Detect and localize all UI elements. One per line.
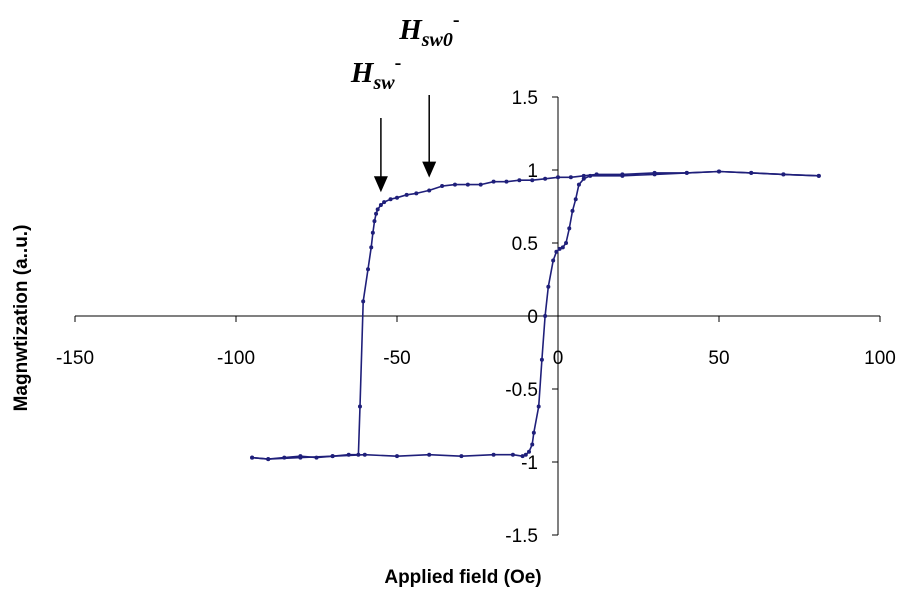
annotation-arrow-head (373, 176, 388, 193)
data-point (530, 442, 535, 447)
y-tick-label: -1.5 (505, 526, 538, 547)
data-point (361, 299, 366, 304)
data-point (370, 230, 375, 235)
data-point (395, 195, 399, 200)
data-point (362, 452, 367, 457)
annotation-label: Hsw- (350, 52, 401, 94)
y-tick-label: 1.5 (512, 88, 538, 109)
data-point (527, 449, 532, 454)
annotation-label: Hsw0- (398, 9, 459, 51)
y-axis-title: Magnwtization (a..u.) (11, 225, 32, 412)
data-point (551, 258, 556, 263)
data-point (366, 267, 371, 272)
data-point (374, 211, 379, 216)
data-point (684, 170, 689, 175)
data-point (530, 178, 535, 183)
data-point (576, 182, 581, 187)
data-point (491, 452, 496, 457)
data-point (581, 176, 586, 181)
data-point (250, 455, 255, 460)
data-point (491, 179, 496, 184)
x-tick-label: -150 (56, 348, 94, 369)
y-tick-label: -0.5 (505, 380, 538, 401)
data-point (388, 197, 393, 202)
data-point (478, 182, 483, 187)
data-point (440, 184, 445, 189)
axes (74, 96, 881, 536)
data-point (427, 188, 432, 193)
data-point (816, 173, 821, 178)
x-tick-label: 100 (864, 348, 896, 369)
data-point (465, 182, 470, 187)
data-point (620, 173, 625, 178)
x-tick-label: -100 (217, 348, 255, 369)
data-point (568, 175, 573, 180)
x-tick-label: 50 (708, 348, 729, 369)
data-point (452, 182, 457, 187)
data-point (573, 197, 578, 202)
x-tick-label: 0 (553, 348, 564, 369)
data-point (570, 208, 575, 213)
data-point (588, 173, 593, 178)
data-point (378, 203, 383, 208)
data-point (298, 455, 303, 460)
x-axis-title: Applied field (Oe) (384, 567, 541, 588)
data-point (652, 172, 657, 177)
data-point (459, 454, 464, 459)
y-tick-label: 1 (527, 161, 538, 182)
data-point (504, 179, 509, 184)
data-point (510, 452, 515, 457)
series-layer (250, 169, 821, 462)
data-point (539, 357, 544, 362)
data-point (581, 173, 586, 178)
annotation-layer: Hsw-Hsw0- (350, 9, 460, 193)
data-point (404, 192, 409, 197)
data-point (357, 404, 362, 409)
y-tick-label: -1 (521, 453, 538, 474)
data-point (375, 207, 380, 212)
data-point (520, 454, 525, 459)
data-point (781, 172, 786, 177)
data-point (523, 452, 528, 457)
annotation-arrow-head (422, 161, 437, 178)
data-point (395, 454, 399, 459)
x-tick-label: -50 (383, 348, 410, 369)
data-point (546, 284, 551, 289)
y-tick-label: 0.5 (512, 234, 538, 255)
data-point (414, 191, 419, 196)
y-tick-label: 0 (527, 307, 538, 328)
x-tick-labels: -150 -100 -50 0 50 100 (56, 348, 896, 369)
data-point (557, 246, 562, 251)
data-point (517, 178, 522, 183)
data-point (330, 454, 335, 459)
data-point (543, 314, 548, 318)
data-point (749, 170, 754, 175)
data-point (372, 219, 377, 224)
data-point (266, 457, 271, 462)
y-tick-labels: -1.5 -1 -0.5 0 0.5 1 1.5 (505, 88, 538, 547)
data-point (382, 200, 387, 205)
data-point (554, 249, 559, 254)
data-point (543, 176, 548, 181)
data-point (560, 245, 565, 250)
data-point (564, 241, 569, 245)
data-point (427, 452, 432, 457)
data-point (556, 175, 560, 180)
data-point (536, 404, 541, 409)
data-point (567, 226, 572, 231)
data-point (531, 430, 536, 435)
data-point (369, 245, 374, 250)
data-point (717, 169, 721, 174)
